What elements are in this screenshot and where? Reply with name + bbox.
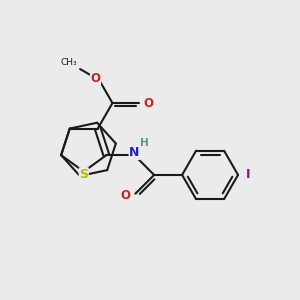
Text: CH₃: CH₃ [61, 58, 77, 67]
Text: N: N [129, 146, 140, 159]
Text: I: I [245, 168, 250, 182]
Text: O: O [120, 189, 130, 203]
Text: H: H [140, 138, 148, 148]
Text: O: O [91, 72, 100, 85]
Text: O: O [143, 97, 153, 110]
Text: S: S [79, 168, 88, 181]
